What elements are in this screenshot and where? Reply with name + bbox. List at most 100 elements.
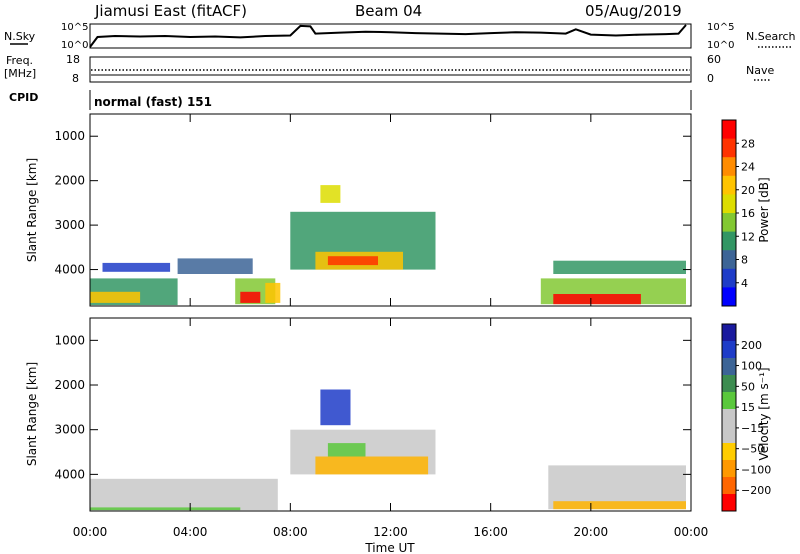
heatmap-region-13 <box>553 294 641 305</box>
ytick-label: 1000 <box>54 333 85 347</box>
heatmap-region-10 <box>320 185 341 203</box>
heatmap-region-11 <box>553 260 686 274</box>
colorbar-tick-label: 12 <box>741 230 755 243</box>
colorbar-swatch <box>722 250 736 270</box>
ytick-label: 4000 <box>54 263 85 277</box>
freq-rtick-top: 60 <box>707 53 721 66</box>
heatmap-region-3 <box>177 258 253 274</box>
heatmap-region-7 <box>553 501 686 510</box>
colorbar-swatch <box>722 358 736 376</box>
velocity-y-axis: 4000 3000 2000 1000 <box>54 333 691 481</box>
xtick-label: 20:00 <box>574 525 609 539</box>
noise-right-label: N.Search <box>746 30 796 43</box>
cpid-value: normal (fast) 151 <box>94 95 212 109</box>
xtick-label: 04:00 <box>173 525 208 539</box>
colorbar-swatch <box>722 175 736 195</box>
ytick-label: 1000 <box>54 129 85 143</box>
xtick-label: 00:00 <box>674 525 709 539</box>
freq-panel: Freq. [MHz] 18 8 60 0 Nave <box>4 53 774 85</box>
colorbar-swatch <box>722 460 736 478</box>
noise-panel-frame <box>89 23 692 49</box>
freq-panel-frame <box>89 56 692 83</box>
colorbar-swatch <box>722 494 736 512</box>
colorbar-tick-label: 50 <box>741 380 755 393</box>
power-panel-frame <box>89 113 692 307</box>
heatmap-region-9 <box>327 256 378 266</box>
colorbar-swatch <box>722 138 736 158</box>
colorbar-tick-label: 16 <box>741 207 755 220</box>
colorbar-frame <box>721 323 737 512</box>
power-colorbar: 28 24 20 16 12 8 4 <box>721 119 755 307</box>
heatmap-region-5 <box>240 291 261 303</box>
heatmap-region-6 <box>265 282 281 303</box>
noise-panel: N.Sky 10^5 10^0 10^5 10^0 N.Search <box>4 22 796 51</box>
velocity-colorbar-label: Velocity [m s⁻¹] <box>757 367 771 460</box>
xtick-label: 00:00 <box>73 525 108 539</box>
colorbar-tick-label: 28 <box>741 137 755 150</box>
colorbar-swatch <box>722 194 736 214</box>
colorbar-tick-label: 24 <box>741 161 755 174</box>
colorbar-tick-label: 15 <box>741 401 755 414</box>
colorbar-swatch <box>722 324 736 342</box>
heatmap-region-5 <box>320 389 351 426</box>
power-heatmap <box>90 185 686 306</box>
colorbar-swatch <box>722 443 736 461</box>
ytick-label: 4000 <box>54 467 85 481</box>
ytick-label: 2000 <box>54 378 85 392</box>
colorbar-tick-label: −50 <box>741 443 764 456</box>
power-ylabel: Slant Range [km] <box>25 158 39 262</box>
cpid-panel: CPID normal (fast) 151 <box>9 90 692 110</box>
noise-ytick-bottom: 10^0 <box>61 40 88 51</box>
ytick-label: 3000 <box>54 218 85 232</box>
velocity-panel: 4000 3000 2000 1000 Slant Range [km] 200 100… <box>25 317 771 512</box>
colorbar-swatch <box>722 392 736 410</box>
colorbar-swatch <box>722 231 736 251</box>
colorbar-swatch <box>722 426 736 444</box>
date-label: 05/Aug/2019 <box>585 2 682 20</box>
colorbar-swatch <box>722 375 736 393</box>
xaxis-label: Time UT <box>364 541 415 554</box>
colorbar-tick-label: 20 <box>741 184 755 197</box>
noise-sky-series <box>89 24 687 48</box>
heatmap-region-1 <box>90 291 141 303</box>
colorbar-swatch <box>722 268 736 288</box>
xtick-label: 08:00 <box>273 525 308 539</box>
time-x-axis: 00:00 04:00 08:00 12:00 16:00 20:00 00:00 <box>73 114 709 539</box>
ytick-label: 2000 <box>54 174 85 188</box>
velocity-heatmap <box>90 389 686 511</box>
colorbar-tick-label: 8 <box>741 254 748 267</box>
freq-ytick-bottom: 8 <box>72 72 79 85</box>
colorbar-tick-label: 4 <box>741 277 748 290</box>
heatmap-region-2 <box>102 262 171 272</box>
colorbar-swatch <box>722 120 736 140</box>
cpid-label: CPID <box>9 91 38 104</box>
colorbar-tick-label: 200 <box>741 339 762 352</box>
heatmap-region-0 <box>90 478 278 511</box>
velocity-ylabel: Slant Range [km] <box>25 362 39 466</box>
noise-rtick-top: 10^5 <box>707 22 734 33</box>
colorbar-tick-label: −100 <box>741 463 771 476</box>
freq-rtick-bottom: 0 <box>707 72 714 85</box>
xtick-label: 12:00 <box>373 525 408 539</box>
noise-rtick-bottom: 10^0 <box>707 40 734 51</box>
velocity-colorbar: 200 100 50 15 −15 −50 −100 −200 <box>721 323 771 512</box>
heatmap-region-3 <box>315 456 429 475</box>
colorbar-swatch <box>722 157 736 177</box>
freq-left-label: Freq. <box>6 54 33 67</box>
ytick-label: 3000 <box>54 423 85 437</box>
colorbar-tick-label: −200 <box>741 484 771 497</box>
heatmap-region-4 <box>327 443 366 457</box>
colorbar-tick-label: 100 <box>741 360 762 373</box>
colorbar-swatch <box>722 409 736 427</box>
colorbar-swatch <box>722 477 736 495</box>
freq-right-label: Nave <box>746 64 774 77</box>
chart-title: Jiamusi East (fitACF) <box>94 2 247 20</box>
power-panel: 4000 3000 2000 1000 Slant Range [km] 28 24 20… <box>25 113 771 307</box>
colorbar-tick-label: −15 <box>741 422 764 435</box>
colorbar-swatch <box>722 213 736 233</box>
freq-ytick-top: 18 <box>66 53 80 66</box>
colorbar-swatch <box>722 341 736 359</box>
freq-left-unit: [MHz] <box>4 67 36 80</box>
colorbar-swatch <box>722 287 736 307</box>
